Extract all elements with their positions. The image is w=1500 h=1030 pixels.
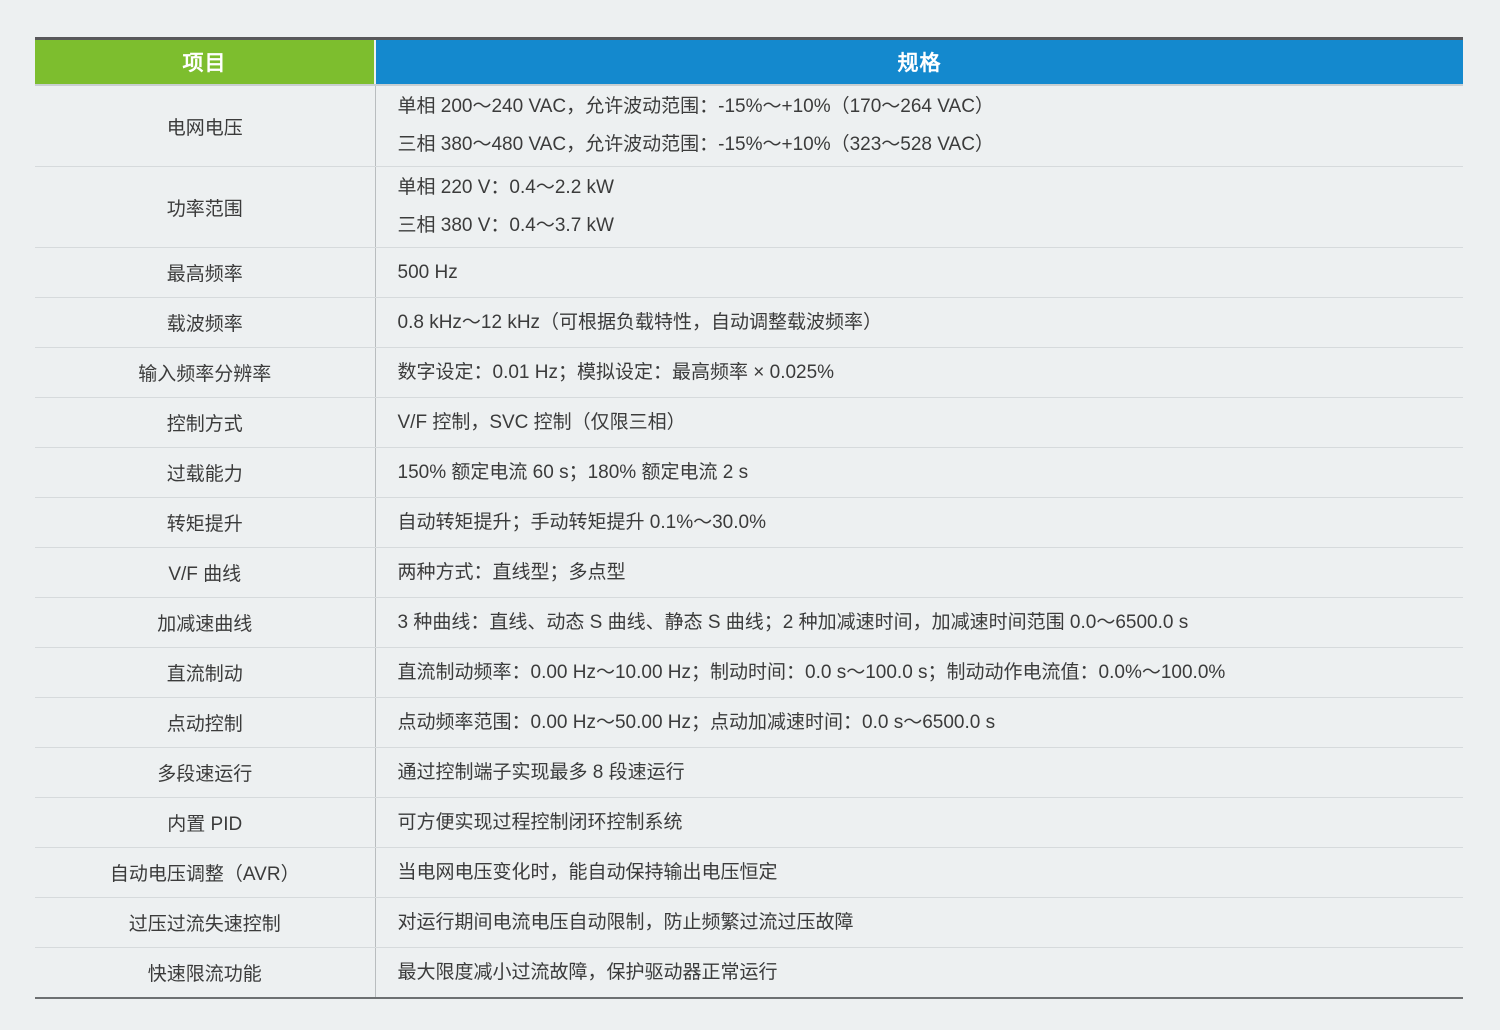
- spec-line: 0.8 kHz～12 kHz（可根据负载特性，自动调整载波频率）: [397, 311, 883, 333]
- spec-line: 自动转矩提升；手动转矩提升 0.1%～30.0%: [397, 511, 766, 533]
- table-header: 项目 规格: [35, 37, 1463, 86]
- row-item-label: 过压过流失速控制: [35, 897, 376, 948]
- row-spec-value: V/F 控制，SVC 控制（仅限三相）: [375, 397, 1463, 448]
- table-row: 载波频率 0.8 kHz～12 kHz（可根据负载特性，自动调整载波频率）: [35, 297, 1463, 348]
- row-item-label: 快速限流功能: [35, 947, 376, 999]
- row-spec-value: 当电网电压变化时，能自动保持输出电压恒定: [375, 847, 1463, 898]
- spec-line: 通过控制端子实现最多 8 段速运行: [397, 761, 685, 783]
- spec-line: 500 Hz: [397, 261, 458, 283]
- row-item-label: 自动电压调整（AVR）: [35, 847, 376, 898]
- row-spec-value: 两种方式：直线型；多点型: [375, 547, 1463, 598]
- spec-line: 直流制动频率：0.00 Hz～10.00 Hz；制动时间：0.0 s～100.0…: [397, 661, 1226, 683]
- spec-line: 当电网电压变化时，能自动保持输出电压恒定: [397, 861, 778, 883]
- row-item-label: 功率范围: [35, 166, 376, 248]
- table-body: 电网电压 单相 200～240 VAC，允许波动范围：-15%～+10%（170～…: [35, 85, 1463, 999]
- table-row: 最高频率 500 Hz: [35, 247, 1463, 298]
- row-spec-value: 0.8 kHz～12 kHz（可根据负载特性，自动调整载波频率）: [375, 297, 1463, 348]
- row-spec-value: 直流制动频率：0.00 Hz～10.00 Hz；制动时间：0.0 s～100.0…: [375, 647, 1463, 698]
- spec-line: 三相 380 V：0.4～3.7 kW: [397, 215, 614, 236]
- row-item-label: 最高频率: [35, 247, 376, 298]
- row-spec-value: 通过控制端子实现最多 8 段速运行: [375, 747, 1463, 798]
- table-header-row: 项目 规格: [35, 37, 1463, 86]
- spec-line: 150% 额定电流 60 s；180% 额定电流 2 s: [397, 461, 749, 483]
- row-spec-value: 自动转矩提升；手动转矩提升 0.1%～30.0%: [375, 497, 1463, 548]
- row-item-label: V/F 曲线: [35, 547, 376, 598]
- row-item-label: 载波频率: [35, 297, 376, 348]
- row-spec-value: 点动频率范围：0.00 Hz～50.00 Hz；点动加减速时间：0.0 s～65…: [375, 697, 1463, 748]
- table-row: 过压过流失速控制 对运行期间电流电压自动限制，防止频繁过流过压故障: [35, 897, 1463, 948]
- table-row: 直流制动 直流制动频率：0.00 Hz～10.00 Hz；制动时间：0.0 s～1…: [35, 647, 1463, 698]
- spec-line: 点动频率范围：0.00 Hz～50.00 Hz；点动加减速时间：0.0 s～65…: [397, 711, 996, 733]
- row-item-label: 过载能力: [35, 447, 376, 498]
- row-spec-value: 可方便实现过程控制闭环控制系统: [375, 797, 1463, 848]
- row-spec-value: 单相 200～240 VAC，允许波动范围：-15%～+10%（170～264 …: [375, 85, 1463, 167]
- table-row: V/F 曲线 两种方式：直线型；多点型: [35, 547, 1463, 598]
- spec-line: 最大限度减小过流故障，保护驱动器正常运行: [397, 961, 778, 983]
- spec-line: 对运行期间电流电压自动限制，防止频繁过流过压故障: [397, 911, 854, 933]
- table-row: 功率范围 单相 220 V：0.4～2.2 kW 三相 380 V：0.4～3.7 …: [35, 166, 1463, 248]
- table-row: 快速限流功能 最大限度减小过流故障，保护驱动器正常运行: [35, 947, 1463, 999]
- row-item-label: 直流制动: [35, 647, 376, 698]
- row-item-label: 转矩提升: [35, 497, 376, 548]
- row-item-label: 控制方式: [35, 397, 376, 448]
- row-item-label: 加减速曲线: [35, 597, 376, 648]
- spec-line: 可方便实现过程控制闭环控制系统: [397, 811, 683, 833]
- row-item-label: 内置 PID: [35, 797, 376, 848]
- table-row: 过载能力 150% 额定电流 60 s；180% 额定电流 2 s: [35, 447, 1463, 498]
- row-spec-value: 单相 220 V：0.4～2.2 kW 三相 380 V：0.4～3.7 kW: [375, 166, 1463, 248]
- spec-line: 3 种曲线：直线、动态 S 曲线、静态 S 曲线；2 种加减速时间，加减速时间范…: [397, 611, 1189, 633]
- spec-line: V/F 控制，SVC 控制（仅限三相）: [397, 411, 686, 433]
- column-header-item: 项目: [35, 37, 375, 86]
- table-row: 控制方式 V/F 控制，SVC 控制（仅限三相）: [35, 397, 1463, 448]
- row-item-label: 输入频率分辨率: [35, 347, 376, 398]
- row-spec-value: 150% 额定电流 60 s；180% 额定电流 2 s: [375, 447, 1463, 498]
- table-row: 内置 PID 可方便实现过程控制闭环控制系统: [35, 797, 1463, 848]
- row-item-label: 多段速运行: [35, 747, 376, 798]
- table-row: 自动电压调整（AVR） 当电网电压变化时，能自动保持输出电压恒定: [35, 847, 1463, 898]
- row-spec-value: 3 种曲线：直线、动态 S 曲线、静态 S 曲线；2 种加减速时间，加减速时间范…: [375, 597, 1463, 648]
- specification-table: 项目 规格 电网电压 单相 200～240 VAC，允许波动范围：-15%～+10…: [35, 37, 1463, 999]
- table-row: 输入频率分辨率 数字设定：0.01 Hz；模拟设定：最高频率 × 0.025%: [35, 347, 1463, 398]
- table-row: 多段速运行 通过控制端子实现最多 8 段速运行: [35, 747, 1463, 798]
- row-spec-value: 500 Hz: [375, 247, 1463, 298]
- table-row: 点动控制 点动频率范围：0.00 Hz～50.00 Hz；点动加减速时间：0.0 …: [35, 697, 1463, 748]
- spec-line: 两种方式：直线型；多点型: [397, 561, 626, 583]
- row-spec-value: 最大限度减小过流故障，保护驱动器正常运行: [375, 947, 1463, 999]
- spec-line: 单相 220 V：0.4～2.2 kW: [397, 177, 614, 199]
- table-row: 电网电压 单相 200～240 VAC，允许波动范围：-15%～+10%（170～…: [35, 85, 1463, 167]
- spec-line: 三相 380～480 VAC，允许波动范围：-15%～+10%（323～528 …: [397, 134, 994, 155]
- spec-line: 单相 200～240 VAC，允许波动范围：-15%～+10%（170～264 …: [397, 96, 994, 118]
- row-item-label: 电网电压: [35, 85, 376, 167]
- row-item-label: 点动控制: [35, 697, 376, 748]
- table-row: 转矩提升 自动转矩提升；手动转矩提升 0.1%～30.0%: [35, 497, 1463, 548]
- table-row: 加减速曲线 3 种曲线：直线、动态 S 曲线、静态 S 曲线；2 种加减速时间，加…: [35, 597, 1463, 648]
- row-spec-value: 对运行期间电流电压自动限制，防止频繁过流过压故障: [375, 897, 1463, 948]
- row-spec-value: 数字设定：0.01 Hz；模拟设定：最高频率 × 0.025%: [375, 347, 1463, 398]
- spec-line: 数字设定：0.01 Hz；模拟设定：最高频率 × 0.025%: [397, 361, 835, 383]
- column-header-spec: 规格: [374, 37, 1463, 86]
